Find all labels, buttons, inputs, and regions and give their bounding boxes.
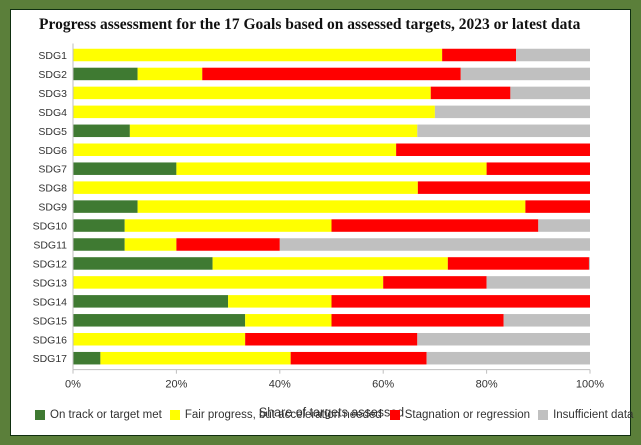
bar-segment — [137, 200, 526, 213]
bar-segment — [396, 143, 590, 156]
legend-label: Fair progress, but acceleration needed — [184, 409, 382, 421]
bar-segment — [486, 162, 590, 175]
bar-segment — [525, 200, 590, 213]
bar-segment — [73, 314, 246, 327]
category-label: SDG1 — [38, 50, 67, 62]
bar-segment — [129, 124, 418, 138]
bar-segment — [245, 333, 418, 346]
bar-segment — [331, 219, 539, 232]
bar-segment — [73, 333, 246, 346]
x-tick-label: 100% — [576, 379, 604, 391]
bar-segment — [73, 276, 384, 289]
bar-segment — [73, 86, 431, 100]
bar-segment — [176, 162, 487, 175]
bar-segment — [73, 48, 443, 62]
bar-segment — [73, 200, 138, 213]
bar-segment — [228, 295, 332, 308]
category-label: SDG3 — [38, 88, 67, 100]
bar-segment — [73, 143, 397, 156]
bar-segment — [331, 314, 504, 327]
category-label: SDG8 — [38, 183, 67, 195]
bar-segment — [73, 67, 138, 81]
bar-segment — [73, 124, 130, 138]
bar-segment — [383, 276, 487, 289]
legend-swatch — [169, 410, 180, 420]
bar-segment — [331, 295, 590, 308]
bar-segment — [100, 351, 291, 365]
bar-segment — [516, 48, 590, 62]
category-label: SDG16 — [33, 334, 68, 346]
bar-segment — [73, 351, 101, 365]
bar-segment — [510, 86, 590, 100]
legend-item: Fair progress, but acceleration needed — [169, 409, 382, 421]
bar-segment — [588, 257, 590, 270]
x-tick-label: 40% — [269, 379, 291, 391]
x-tick-label: 80% — [476, 379, 498, 391]
category-label: SDG12 — [33, 258, 68, 270]
bar-segment — [245, 314, 332, 327]
bar-segment — [73, 105, 435, 119]
category-label: SDG4 — [38, 107, 67, 119]
bar-segment — [417, 333, 590, 346]
x-tick-label: 60% — [372, 379, 394, 391]
legend-swatch — [389, 410, 400, 420]
legend-label: Insufficient data — [553, 409, 634, 421]
bar-segment — [460, 67, 590, 81]
category-label: SDG9 — [38, 202, 67, 214]
bar-segment — [202, 67, 461, 81]
category-label: SDG11 — [33, 240, 67, 252]
category-label: SDG2 — [38, 69, 67, 81]
bar-segment — [212, 257, 448, 270]
x-tick-label: 0% — [65, 379, 81, 391]
category-label: SDG17 — [33, 353, 68, 365]
bar-segment — [73, 181, 418, 194]
bar-segment — [503, 314, 590, 327]
category-label: SDG5 — [38, 126, 67, 138]
chart-title: Progress assessment for the 17 Goals bas… — [39, 16, 581, 33]
category-label: SDG6 — [38, 145, 67, 157]
chart-frame: Progress assessment for the 17 Goals bas… — [10, 9, 633, 436]
bar-segment — [73, 257, 213, 270]
legend-swatch — [35, 410, 45, 420]
x-axis-label: Share of targets assessed — [259, 406, 404, 420]
bar-segment — [290, 351, 427, 365]
bar-segment — [124, 238, 177, 251]
bar-segment — [73, 238, 125, 251]
legend-item: Stagnation or regression — [389, 409, 531, 421]
bar-segment — [486, 276, 590, 289]
legend-swatch — [538, 410, 549, 420]
bar-segment — [442, 48, 517, 62]
stacked-bar-chart: SDG1 SDG2 SDG3 SDG4 SDG5 SDG6 SDG7 SDG8 SDG9 SDG1… — [33, 43, 604, 420]
category-label: SDG15 — [33, 315, 68, 327]
bar-segment — [73, 219, 125, 232]
bar-segment — [447, 257, 589, 270]
category-label: SDG14 — [33, 296, 68, 308]
bar-segment — [279, 238, 590, 251]
bar-segment — [538, 219, 590, 232]
bar-segment — [124, 219, 332, 232]
category-label: SDG7 — [38, 164, 67, 176]
legend-item: Insufficient data — [538, 409, 633, 421]
bar-segment — [417, 181, 590, 194]
x-tick-label: 20% — [165, 379, 187, 391]
legend-label: Stagnation or regression — [404, 409, 531, 421]
bar-segment — [176, 238, 280, 251]
bar-segment — [430, 86, 511, 100]
bar-segment — [73, 162, 177, 175]
bar-segment — [417, 124, 590, 138]
bar-segment — [73, 295, 229, 308]
bar-segment — [434, 105, 590, 119]
category-label: SDG13 — [33, 277, 68, 289]
category-label: SDG10 — [33, 221, 68, 233]
legend-label: On track or target met — [50, 409, 162, 421]
legend-item: On track or target met — [35, 409, 162, 421]
chart-legend: On track or target met Fair progress, but… — [35, 407, 641, 423]
bar-segment — [137, 67, 203, 81]
bar-segment — [426, 351, 590, 365]
